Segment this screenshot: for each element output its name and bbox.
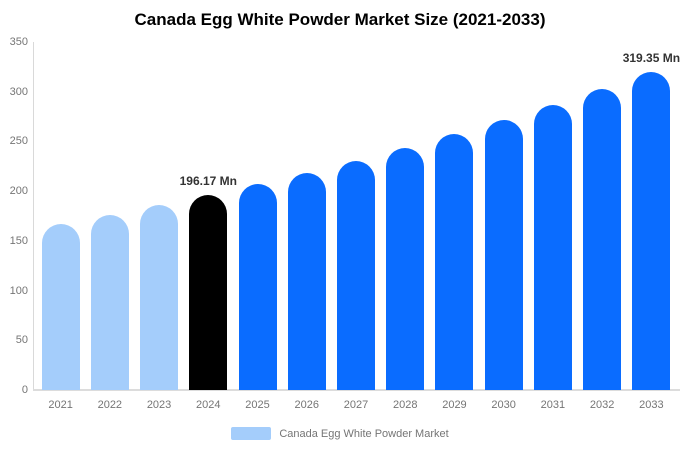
x-axis-line: [33, 389, 680, 391]
x-tick-label: 2031: [540, 399, 566, 411]
data-label-2033: 319.35 Mn: [622, 51, 680, 66]
chart-title: Canada Egg White Powder Market Size (202…: [134, 10, 546, 29]
x-tick-label: 2032: [589, 399, 615, 411]
bar-2021: [41, 224, 80, 390]
legend: Canada Egg White Powder Market: [0, 427, 680, 440]
y-axis-line: [33, 42, 34, 390]
bar-2028: [386, 147, 425, 390]
bar-2030: [484, 119, 523, 390]
y-tick-label: 150: [9, 234, 28, 247]
bar-2022: [90, 215, 129, 390]
x-tick-label: 2028: [392, 399, 418, 411]
bar-2031: [533, 104, 572, 390]
x-tick-label: 2024: [196, 399, 221, 411]
x-tick-label: 2021: [48, 399, 73, 411]
bar-2027: [337, 160, 375, 390]
bar-2023: [140, 205, 179, 390]
bar-2024: [189, 194, 228, 390]
bar-2026: [287, 172, 326, 390]
bar-2032: [583, 89, 622, 390]
y-tick-label: 200: [9, 185, 28, 198]
x-tick-label: 2033: [639, 399, 664, 411]
legend-swatch: [231, 427, 272, 440]
y-tick-label: 50: [15, 334, 28, 347]
bar-2025: [238, 184, 277, 390]
x-tick-label: 2027: [343, 399, 369, 411]
x-tick-label: 2026: [294, 399, 319, 411]
x-tick-label: 2023: [146, 399, 172, 411]
bar-2029: [435, 134, 474, 390]
x-tick-label: 2030: [491, 399, 516, 411]
x-tick-label: 2025: [245, 399, 270, 411]
data-label-2024: 196.17 Mn: [179, 173, 237, 188]
y-tick-label: 0: [21, 384, 28, 396]
y-tick-label: 100: [9, 284, 28, 297]
y-tick-label: 250: [9, 135, 28, 148]
y-tick-label: 300: [9, 85, 28, 98]
legend-label: Canada Egg White Powder Market: [279, 427, 449, 440]
y-tick-label: 350: [9, 36, 28, 48]
x-tick-label: 2029: [442, 399, 467, 411]
x-tick-label: 2022: [97, 399, 123, 411]
bar-2033: [632, 72, 671, 390]
